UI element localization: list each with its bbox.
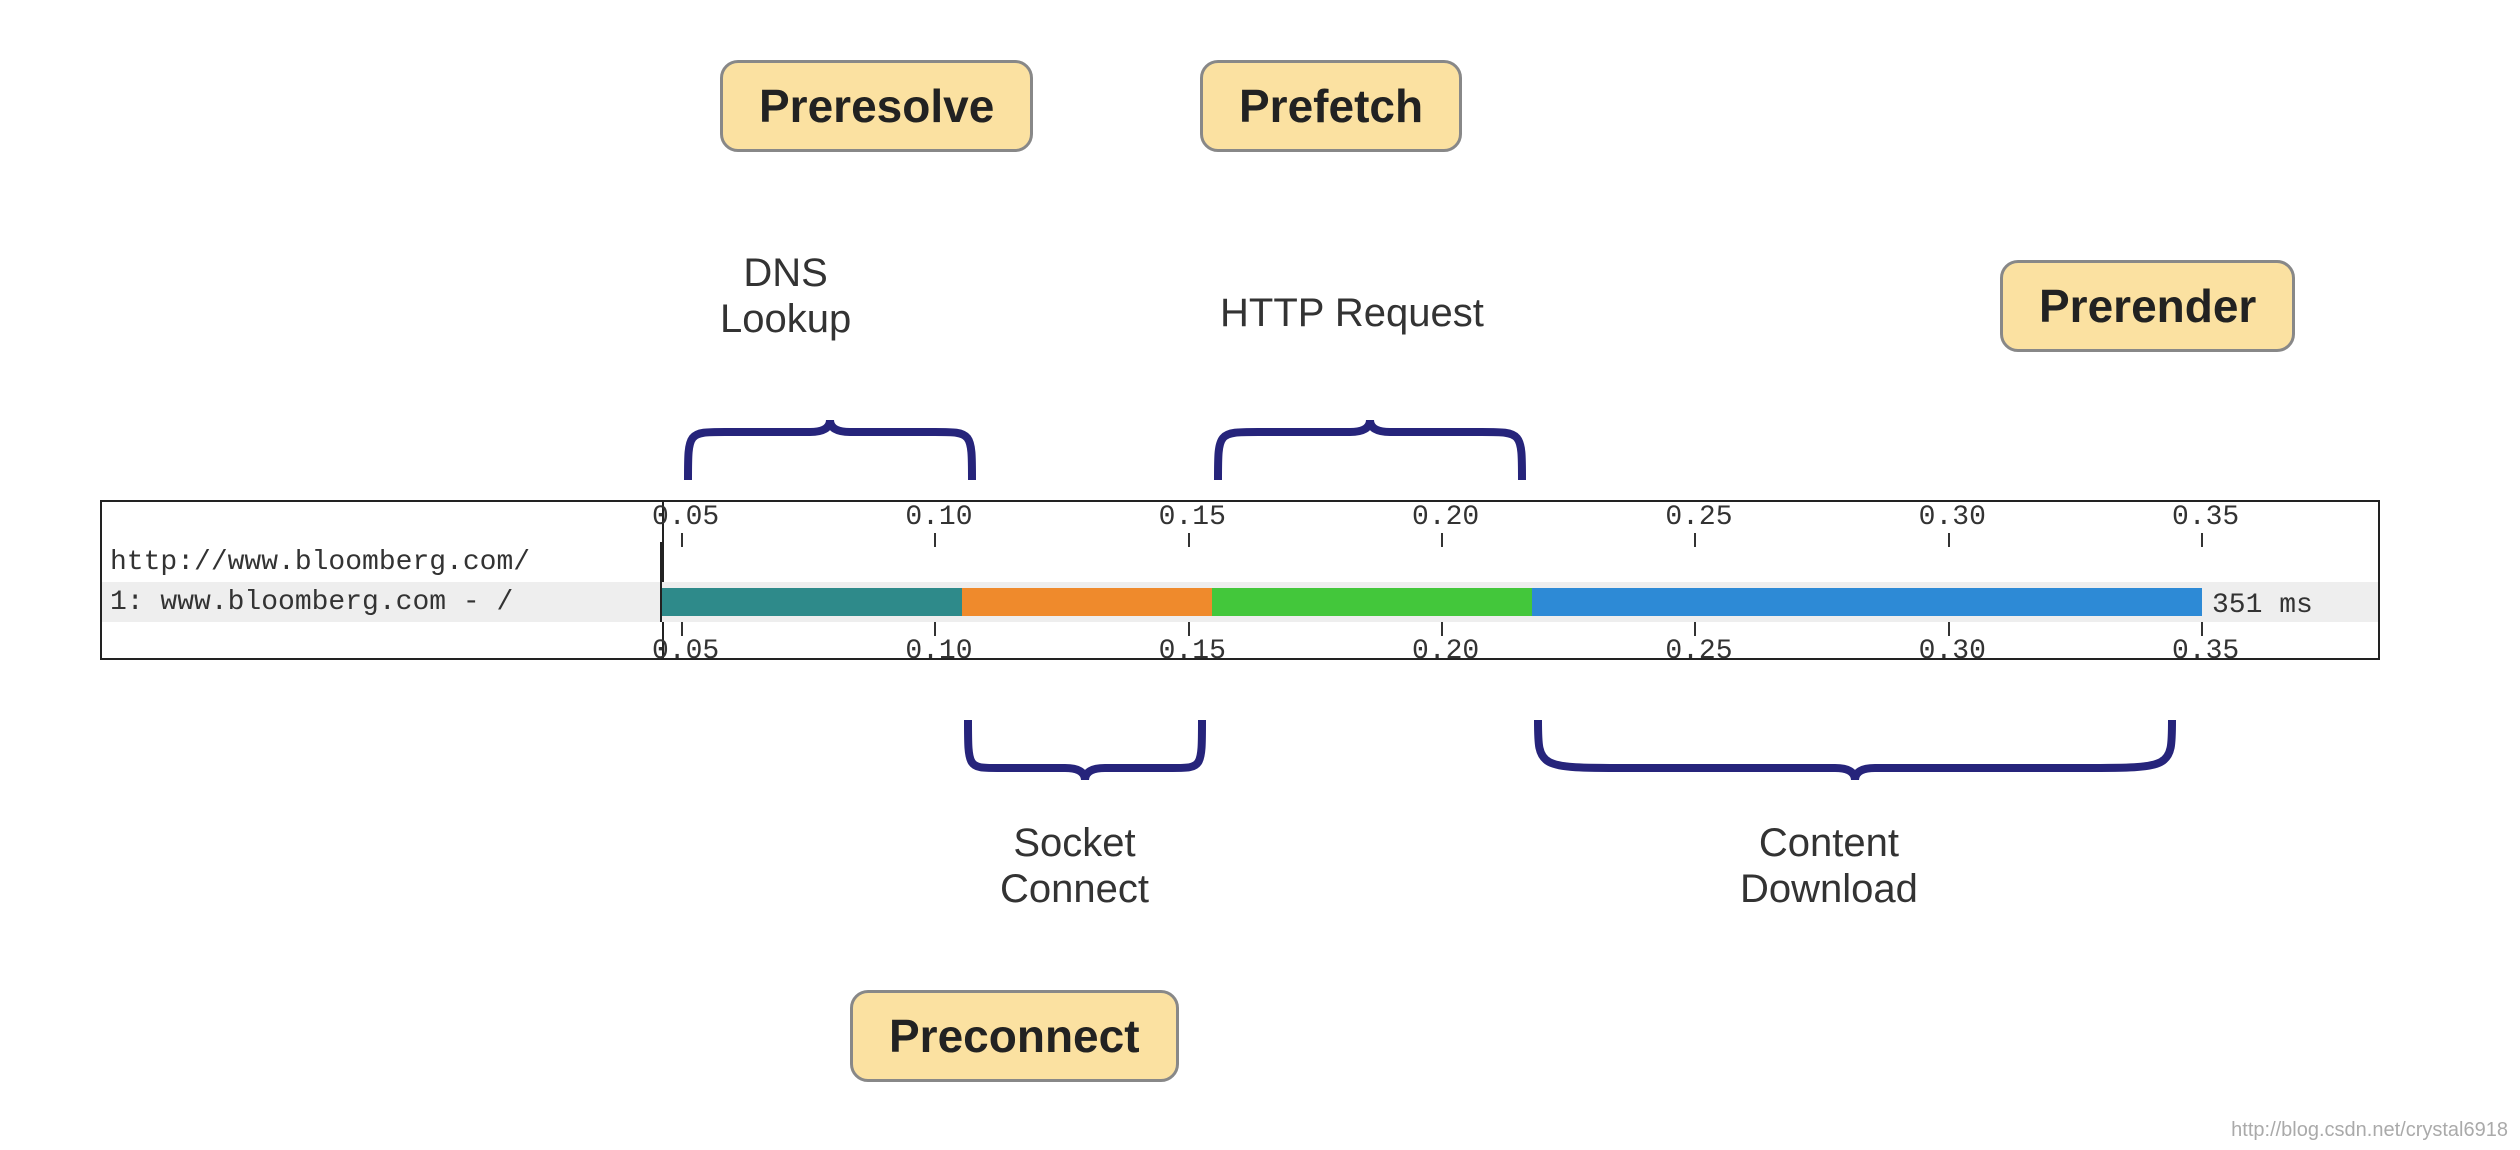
phase-label-line: Lookup [720, 296, 851, 342]
waterfall-row-1: 1: www.bloomberg.com - / 351 ms [102, 582, 2378, 622]
phase-label-line: Content [1740, 820, 1918, 866]
segment-content-download [1532, 588, 2202, 616]
callout-preconnect-label: Preconnect [889, 1010, 1140, 1062]
axis-tick-mark-icon [1948, 533, 1950, 547]
axis-tick-mark-icon [1694, 533, 1696, 547]
bracket-content [1530, 720, 2180, 780]
axis-tick-label: 0.35 [2172, 636, 2232, 667]
waterfall-row-1-label: 1: www.bloomberg.com - / [102, 582, 662, 622]
phase-label-line: HTTP Request [1220, 290, 1484, 336]
axis-tick: 0.20 [1412, 502, 1472, 547]
axis-tick-label: 0.10 [905, 502, 965, 533]
axis-tick-mark-icon [1694, 622, 1696, 636]
phase-label-socket: SocketConnect [1000, 820, 1149, 912]
axis-tick-mark-icon [934, 622, 936, 636]
phase-label-line: DNS [720, 250, 851, 296]
axis-tick-mark-icon [1188, 622, 1190, 636]
axis-tick-label: 0.35 [2172, 502, 2232, 533]
callout-prefetch-label: Prefetch [1239, 80, 1423, 132]
waterfall-ticks-top: 0.05 0.10 0.15 0.20 0.25 0.30 0.35 [102, 502, 2378, 542]
axis-tick: 0.25 [1665, 502, 1725, 547]
bracket-dns [680, 420, 980, 480]
axis-tick-label: 0.15 [1159, 502, 1219, 533]
axis-tick-mark-icon [2201, 622, 2203, 636]
axis-tick-mark-icon [1188, 533, 1190, 547]
axis-tick-label: 0.15 [1159, 636, 1219, 667]
axis-tick-mark-icon [1948, 622, 1950, 636]
phase-label-http: HTTP Request [1220, 290, 1484, 336]
callout-prerender-label: Prerender [2039, 280, 2256, 332]
watermark-text: http://blog.csdn.net/crystal6918 [2231, 1119, 2508, 1142]
axis-tick: 0.30 [1919, 622, 1979, 667]
bracket-http [1210, 420, 1530, 480]
segment-socket-connect [962, 588, 1212, 616]
axis-tick-label: 0.25 [1665, 502, 1725, 533]
waterfall-panel: http://www.bloomberg.com/ 1: www.bloombe… [100, 500, 2380, 660]
axis-tick: 0.35 [2172, 622, 2232, 667]
waterfall-duration: 351 ms [2212, 590, 2313, 621]
axis-tick: 0.20 [1412, 622, 1472, 667]
axis-tick-label: 0.10 [905, 636, 965, 667]
axis-tick-mark-icon [2201, 533, 2203, 547]
segment-dns-lookup [662, 588, 962, 616]
callout-preconnect: Preconnect [850, 990, 1179, 1082]
axis-tick: 0.15 [1159, 622, 1219, 667]
axis-tick-label: 0.05 [652, 502, 712, 533]
phase-label-line: Download [1740, 866, 1918, 912]
segment-http-request [1212, 588, 1532, 616]
callout-prerender: Prerender [2000, 260, 2295, 352]
axis-tick: 0.05 [652, 502, 712, 547]
axis-tick: 0.25 [1665, 622, 1725, 667]
axis-tick-mark-icon [681, 622, 683, 636]
callout-prefetch: Prefetch [1200, 60, 1462, 152]
axis-tick: 0.10 [905, 622, 965, 667]
axis-tick: 0.15 [1159, 502, 1219, 547]
callout-preresolve: Preresolve [720, 60, 1033, 152]
phase-label-line: Connect [1000, 866, 1149, 912]
waterfall-row-0-label: http://www.bloomberg.com/ [102, 542, 662, 582]
axis-tick-mark-icon [681, 533, 683, 547]
axis-tick-mark-icon [934, 533, 936, 547]
axis-tick: 0.10 [905, 502, 965, 547]
phase-label-content: ContentDownload [1740, 820, 1918, 912]
axis-tick-mark-icon [1441, 622, 1443, 636]
axis-tick-label: 0.25 [1665, 636, 1725, 667]
axis-tick-label: 0.30 [1919, 636, 1979, 667]
axis-tick-label: 0.20 [1412, 502, 1472, 533]
axis-tick: 0.05 [652, 622, 712, 667]
axis-tick-label: 0.05 [652, 636, 712, 667]
waterfall-ticks-bottom: 0.050.100.150.200.250.300.35 [102, 622, 2378, 662]
callout-preresolve-label: Preresolve [759, 80, 994, 132]
axis-tick-label: 0.20 [1412, 636, 1472, 667]
axis-tick: 0.30 [1919, 502, 1979, 547]
phase-label-dns: DNSLookup [720, 250, 851, 342]
waterfall-row-0: http://www.bloomberg.com/ [102, 542, 2378, 582]
axis-tick: 0.35 [2172, 502, 2232, 547]
axis-tick-mark-icon [1441, 533, 1443, 547]
axis-tick-label: 0.30 [1919, 502, 1979, 533]
bracket-socket [960, 720, 1210, 780]
phase-label-line: Socket [1000, 820, 1149, 866]
